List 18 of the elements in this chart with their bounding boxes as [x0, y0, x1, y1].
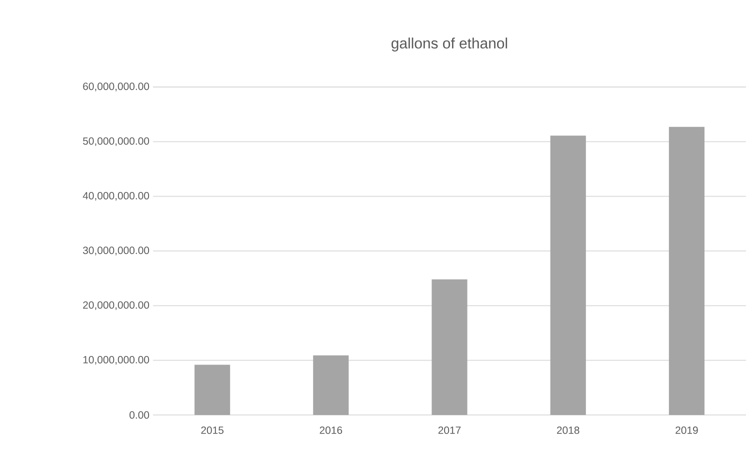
bar — [668, 126, 704, 415]
chart-title: gallons of ethanol — [392, 38, 508, 52]
x-tick-label: 2016 — [320, 426, 342, 434]
bar — [432, 279, 468, 415]
y-tick-label: 0.00 — [130, 411, 150, 419]
y-tick-label: 10,000,000.00 — [83, 356, 150, 365]
y-tick-label: 40,000,000.00 — [82, 192, 150, 201]
y-tick-label: 20,000,000.00 — [83, 301, 150, 310]
y-tick-label: 50,000,000.00 — [83, 137, 150, 146]
x-tick-label: 2018 — [557, 426, 580, 434]
y-tick-label: 30,000,000.00 — [82, 246, 150, 256]
bar — [194, 364, 230, 415]
x-tick-label: 2015 — [201, 426, 224, 434]
x-tick-label: 2017 — [438, 426, 461, 434]
x-tick-label: 2019 — [676, 426, 698, 434]
bar — [550, 136, 586, 415]
y-tick-label: 60,000,000.00 — [83, 82, 150, 92]
bar — [313, 355, 349, 415]
